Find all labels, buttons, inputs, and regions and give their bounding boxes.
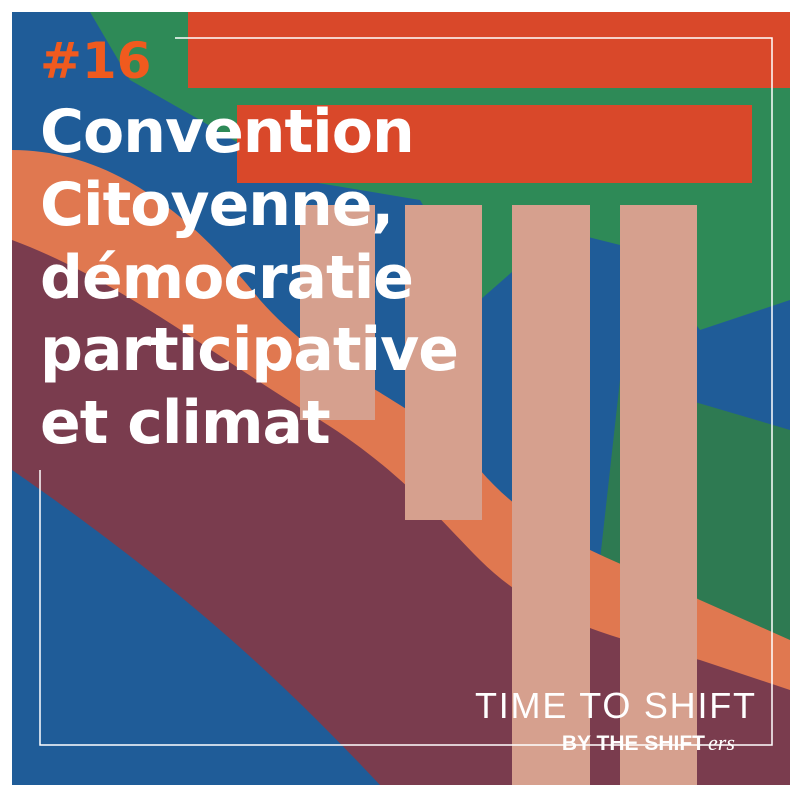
maroon-shape <box>12 240 790 785</box>
red-bar <box>237 105 752 183</box>
brand-byline: BY THE SHIFT <box>562 732 705 755</box>
episode-number: #16 <box>40 32 151 90</box>
artwork <box>12 12 790 785</box>
title-line: Convention <box>40 97 414 167</box>
brand-name: TIME TO SHIFT <box>475 685 755 726</box>
title-line: Citoyenne, <box>40 170 393 240</box>
column <box>405 205 482 520</box>
column <box>512 205 590 785</box>
title-line: participative <box>40 315 458 385</box>
title-line: et climat <box>40 388 330 458</box>
column <box>620 205 697 785</box>
column <box>300 205 375 420</box>
title-line: démocratie <box>40 243 413 313</box>
orange-stripe <box>12 150 790 700</box>
frame-line <box>39 37 773 746</box>
brand-byline-suffix: ers <box>708 730 735 755</box>
red-bar <box>188 12 790 88</box>
